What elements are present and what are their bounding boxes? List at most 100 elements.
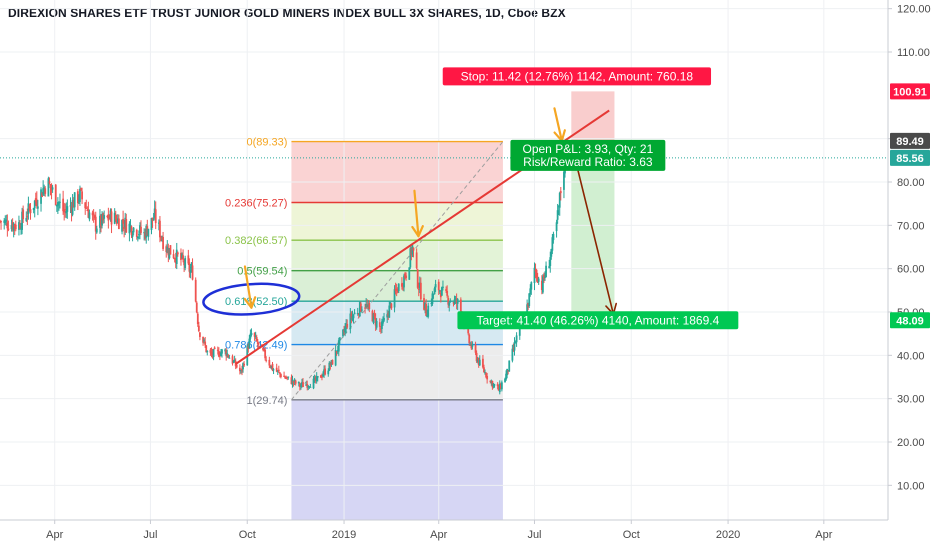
x-tick-label: Apr (815, 529, 832, 541)
candle-body (248, 338, 251, 349)
candle-body (367, 304, 370, 308)
candle-body (36, 206, 39, 209)
candle-body (12, 223, 15, 231)
candle-body (499, 384, 502, 389)
candle-body (500, 382, 503, 390)
candle-body (169, 245, 172, 255)
y-tick-label: 70.00 (897, 220, 925, 232)
candle-body (544, 276, 546, 278)
candle-body (211, 352, 214, 356)
candle-body (313, 377, 316, 380)
candle-body (129, 224, 132, 226)
candle-body (378, 322, 381, 327)
fibonacci-levels[interactable]: 0(89.33) 0.236(75.27) 0.382(66.57) 0.5(59.5… (225, 137, 504, 407)
candle-body (371, 310, 374, 322)
candle-body (328, 362, 331, 371)
candle-body (557, 206, 560, 208)
price-badge-bg (890, 149, 930, 166)
candle-body (356, 313, 359, 315)
stop-label[interactable]: Stop: 11.42 (12.76%) 1142, Amount: 760.1… (442, 67, 712, 86)
orange-arrow-middle-head[interactable] (411, 224, 424, 238)
candle-body (160, 236, 162, 238)
candle-body (349, 313, 352, 329)
candle-body (431, 293, 434, 304)
candle-body (184, 258, 187, 268)
candle-body (80, 188, 82, 190)
candle-body (408, 267, 411, 280)
candle-body (308, 386, 311, 388)
candle-body (217, 351, 220, 357)
candle-body (478, 359, 481, 366)
candle-body (322, 374, 324, 377)
candle-body (55, 204, 58, 207)
candle-body (85, 207, 88, 209)
target-label[interactable]: Target: 41.40 (46.26%) 4140, Amount: 186… (457, 311, 739, 330)
candle-body (216, 349, 219, 351)
candle-body (351, 316, 354, 320)
target-label-text: Target: 41.40 (46.26%) 4140, Amount: 186… (476, 313, 719, 327)
candle-body (445, 289, 448, 291)
price-badge-bg (890, 312, 930, 329)
candle-body (301, 382, 303, 385)
candle-body (175, 249, 178, 264)
candle-body (297, 381, 300, 384)
candle-body (412, 247, 415, 251)
candle-body (62, 198, 65, 212)
candle-body (5, 219, 8, 222)
orange-arrow-left-head[interactable] (243, 296, 257, 309)
y-tick-label: 80.00 (897, 177, 925, 189)
candle-body (18, 222, 20, 230)
position-boxes[interactable] (571, 91, 615, 321)
candle-body (442, 286, 444, 288)
candle-body (306, 384, 309, 388)
candle-body (152, 219, 155, 221)
price-badge: 48.09 (890, 312, 930, 329)
x-tick-label: 2019 (332, 529, 356, 541)
candle-body (49, 184, 52, 189)
candle-body (468, 334, 471, 344)
candle-body (79, 188, 81, 203)
candle-body (405, 275, 408, 278)
annotations[interactable]: Stop: 11.42 (12.76%) 1142, Amount: 760.1… (442, 67, 739, 330)
candle-body (437, 281, 440, 291)
candle-body (395, 288, 398, 290)
candle-body (415, 252, 418, 269)
candle-body (173, 258, 176, 260)
fibonacci-extension-zone (291, 399, 503, 520)
stop-label-bg[interactable] (442, 67, 712, 86)
candle-body (263, 348, 265, 351)
orange-arrow-middle[interactable] (413, 189, 420, 238)
candle-body (212, 349, 215, 358)
target-label-bg[interactable] (457, 311, 739, 330)
candle-body (432, 293, 435, 295)
candle-body (94, 216, 97, 232)
candle-body (543, 275, 545, 279)
candle-body (47, 178, 50, 197)
candle-body (353, 312, 356, 315)
candle-body (140, 226, 142, 233)
pnl-label-bg[interactable] (510, 139, 666, 171)
orange-arrow-right[interactable] (553, 107, 563, 142)
candle-body (366, 305, 369, 307)
candle-body (372, 313, 375, 324)
candle-body (91, 212, 94, 216)
blue-circle-marker[interactable] (202, 281, 301, 318)
candle-body (433, 288, 436, 295)
orange-arrow-left[interactable] (243, 265, 253, 309)
candle-body (253, 332, 256, 337)
candle-body (534, 270, 537, 272)
candle-body (293, 379, 296, 382)
candle-body (475, 352, 478, 362)
candle-body (66, 206, 69, 212)
candle-body (342, 329, 344, 337)
stop-zone[interactable] (571, 91, 615, 141)
brown-projection-arrow[interactable] (575, 163, 615, 315)
candle-body (393, 289, 396, 308)
candle-body (409, 248, 412, 268)
candle-body (172, 254, 175, 259)
candle-body (92, 212, 95, 215)
candle-body (109, 210, 112, 220)
candle-body (352, 315, 355, 319)
